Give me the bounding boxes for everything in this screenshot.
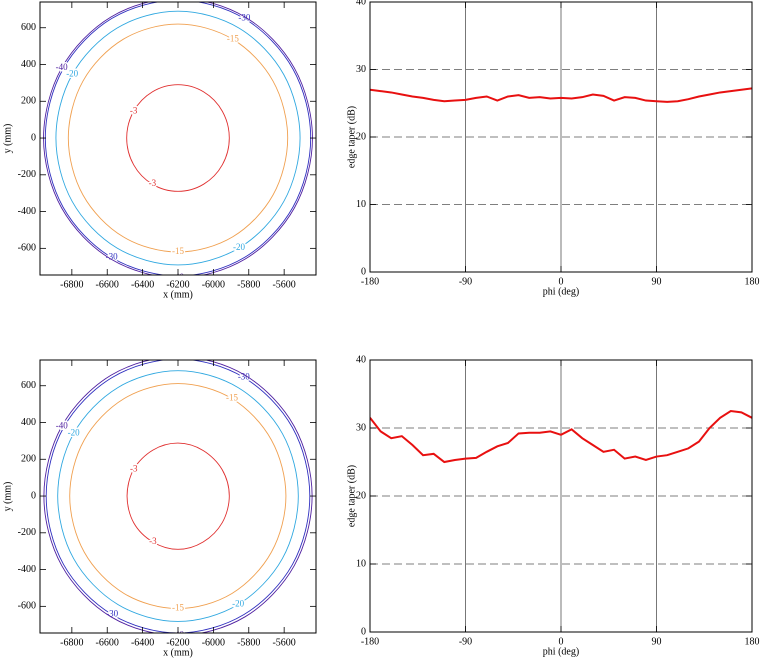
y-tick-label: -400	[18, 564, 36, 575]
contour-label: -3	[149, 536, 157, 546]
contour-label: -15	[226, 393, 238, 403]
contour-label: -40	[56, 62, 68, 72]
y-tick-label: 30	[356, 64, 366, 75]
plot-frame	[39, 1, 317, 276]
y-axis-label: y (mm)	[2, 124, 13, 154]
y-tick-label: 600	[21, 380, 36, 391]
contour-line	[55, 10, 301, 266]
x-tick-label: -6400	[131, 637, 154, 648]
x-tick-label: -6200	[166, 279, 189, 290]
contour-label: -40	[56, 420, 68, 430]
x-tick-label: 180	[745, 276, 760, 287]
x-tick-label: -6800	[60, 637, 83, 648]
contour-label: -30	[238, 372, 250, 382]
x-tick-label: 180	[745, 636, 760, 647]
y-tick-label: -600	[18, 243, 36, 254]
x-tick-label: -90	[459, 276, 472, 287]
x-tick-label: -180	[361, 276, 379, 287]
contour-label: -20	[66, 69, 78, 79]
plot-area	[370, 2, 752, 272]
y-tick-label: 400	[21, 417, 36, 428]
contour-label: -15	[172, 246, 184, 256]
contour-label: -15	[227, 33, 239, 43]
y-tick-label: 40	[356, 354, 366, 365]
panel: -180 -90 0 90 180 0 10 20 30 40 phi (deg) edge tape…	[346, 354, 759, 657]
y-tick-label: 200	[21, 96, 36, 107]
y-tick-label: -200	[18, 527, 36, 538]
contour-label: -30	[106, 609, 118, 619]
x-axis-label: x (mm)	[163, 289, 193, 300]
y-tick-label: 0	[31, 490, 36, 501]
contour-line	[45, 360, 311, 633]
plot-frame	[39, 359, 317, 634]
y-tick-label: 10	[356, 558, 366, 569]
contour-label: -3	[130, 463, 138, 473]
y-tick-label: 30	[356, 422, 366, 433]
x-axis-label: x (mm)	[163, 647, 193, 658]
contour-line	[126, 84, 230, 192]
x-tick-label: -90	[459, 636, 472, 647]
x-tick-label: -6600	[96, 279, 119, 290]
x-tick-label: -180	[361, 636, 379, 647]
y-axis-label: y (mm)	[2, 482, 13, 512]
x-tick-label: -5800	[237, 279, 260, 290]
contour-label: -3	[149, 178, 157, 188]
y-tick-label: 20	[356, 490, 366, 501]
contour-label: -30	[106, 252, 118, 262]
x-tick-label: 0	[559, 276, 564, 287]
x-tick-label: -5600	[272, 637, 295, 648]
y-tick-label: 10	[356, 199, 366, 210]
contour-label: -3	[130, 105, 138, 115]
x-tick-label: -5600	[272, 279, 295, 290]
y-tick-label: 400	[21, 59, 36, 70]
plot-frame	[369, 359, 753, 633]
x-tick-label: -6000	[202, 637, 225, 648]
plot-area: -3-3-15-15-20-20-30-30-40-40	[43, 360, 313, 633]
x-axis-label: phi (deg)	[543, 646, 579, 657]
contour-label: -20	[68, 428, 80, 438]
plot-frame	[369, 1, 753, 273]
y-axis-label: edge taper (dB)	[346, 106, 357, 168]
y-tick-label: -200	[18, 169, 36, 180]
x-tick-label: -6000	[202, 279, 225, 290]
contour-line	[69, 383, 287, 609]
contour-line	[126, 442, 230, 550]
contour-label: -20	[233, 242, 245, 252]
data-line	[370, 87, 752, 103]
y-tick-label: 600	[21, 22, 36, 33]
y-tick-label: 0	[361, 626, 366, 637]
x-tick-label: -6800	[60, 279, 83, 290]
y-axis-label: edge taper (dB)	[346, 465, 357, 527]
x-tick-label: -6600	[96, 637, 119, 648]
contour-line	[44, 2, 312, 275]
contour-line	[43, 360, 313, 633]
y-tick-label: 0	[361, 266, 366, 277]
y-tick-label: 0	[31, 132, 36, 143]
contour-label: -15	[172, 603, 184, 613]
x-tick-label: -6200	[166, 637, 189, 648]
plot-area: -3-3-15-15-20-20-30-30-40-40	[43, 2, 313, 275]
panel: -3-3-15-15-20-20-30-30-40-40-6800 -6600 -6…	[2, 359, 317, 658]
contour-line	[57, 370, 299, 622]
y-tick-label: 200	[21, 454, 36, 465]
contour-line	[67, 23, 289, 253]
x-axis-label: phi (deg)	[543, 286, 579, 297]
y-tick-label: 40	[356, 0, 366, 7]
contour-label: -20	[232, 599, 244, 609]
data-line	[370, 409, 752, 464]
plot-area	[370, 360, 752, 632]
y-tick-label: -400	[18, 206, 36, 217]
panel: -180 -90 0 90 180 0 10 20 30 40 phi (deg) edge tape…	[346, 0, 759, 297]
x-tick-label: -5800	[237, 637, 260, 648]
x-tick-label: 90	[652, 636, 662, 647]
y-tick-label: -600	[18, 601, 36, 612]
x-tick-label: 0	[559, 636, 564, 647]
x-tick-label: 90	[652, 276, 662, 287]
y-tick-label: 20	[356, 131, 366, 142]
panel: -3-3-15-15-20-20-30-30-40-40-6800 -6600 -6…	[2, 1, 317, 300]
x-tick-label: -6400	[131, 279, 154, 290]
